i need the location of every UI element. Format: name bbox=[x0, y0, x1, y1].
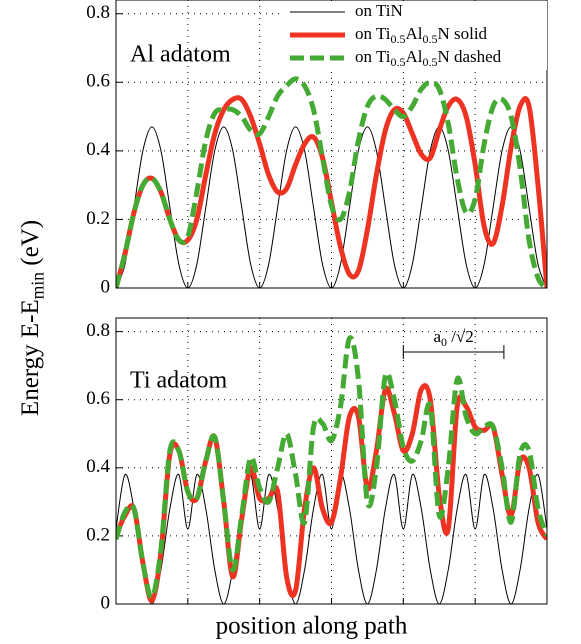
text-part: Energy E-E bbox=[17, 299, 44, 416]
y-tick-label: 0.2 bbox=[86, 208, 110, 229]
y-tick-label: 0.8 bbox=[86, 2, 110, 23]
y-tick-label: 0.2 bbox=[86, 524, 110, 545]
y-tick-label: 0.4 bbox=[86, 139, 110, 160]
text-part: a bbox=[433, 327, 441, 346]
y-tick-label: 0 bbox=[101, 592, 111, 613]
y-tick-label: 0.4 bbox=[86, 456, 110, 477]
text-part: (eV) bbox=[17, 220, 44, 272]
y-tick-label: 0.6 bbox=[86, 388, 110, 409]
x-axis-label: position along path bbox=[216, 613, 408, 640]
legend-bg bbox=[283, 1, 547, 24]
plot-frame bbox=[115, 317, 548, 605]
plot-frame bbox=[115, 0, 548, 289]
panel-label: Ti adatom bbox=[130, 368, 227, 394]
plot-lines bbox=[116, 335, 547, 604]
y-tick-label: 0.6 bbox=[86, 71, 110, 92]
text-part: min bbox=[28, 272, 48, 299]
series-line bbox=[116, 473, 547, 604]
series-line bbox=[116, 76, 547, 288]
legend-label: on Ti0.5Al0.5N solid bbox=[355, 24, 488, 46]
annotation-label: a0 /√2 bbox=[433, 327, 473, 349]
text-part: 0 bbox=[441, 335, 447, 349]
series-line bbox=[116, 383, 547, 604]
panel-label: Al adatom bbox=[130, 42, 231, 68]
legend-label: on TiN bbox=[355, 1, 403, 20]
y-axis-label: Energy E-Emin (eV) bbox=[17, 220, 48, 416]
series-line bbox=[116, 335, 547, 600]
legend-label: on Ti0.5Al0.5N dashed bbox=[355, 47, 502, 69]
legend-bg bbox=[283, 47, 547, 70]
legend-bg bbox=[283, 24, 547, 47]
y-tick-label: 0.8 bbox=[86, 320, 110, 341]
text-part: /√2 bbox=[447, 327, 474, 346]
y-tick-label: 0 bbox=[101, 276, 111, 297]
plot-lines bbox=[116, 76, 547, 288]
